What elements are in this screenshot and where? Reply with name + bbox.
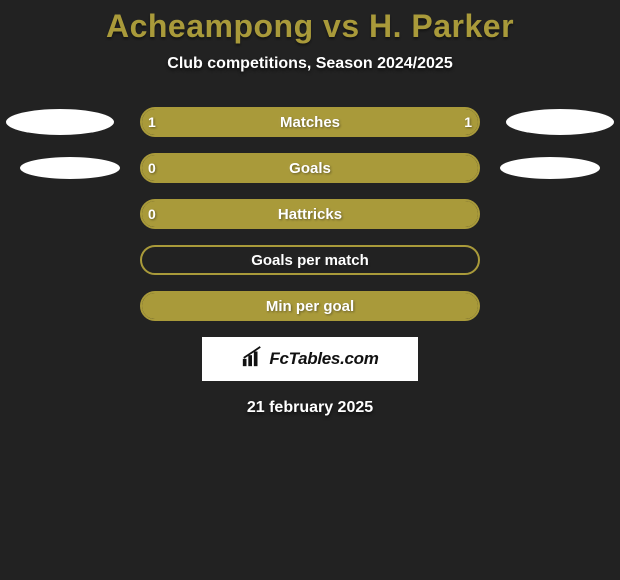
bar-track: Hattricks: [140, 199, 480, 229]
player-right-marker: [506, 109, 614, 135]
bar-fill: [142, 109, 478, 135]
bar-fill: [142, 201, 478, 227]
value-left: 0: [148, 153, 156, 183]
value-left: 1: [148, 107, 156, 137]
bar-label: Goals per match: [142, 247, 478, 273]
stat-row-goals: Goals 0: [0, 153, 620, 183]
brand-text: FcTables.com: [269, 349, 378, 369]
bar-track: Goals: [140, 153, 480, 183]
value-left: 0: [148, 199, 156, 229]
comparison-card: Acheampong vs H. Parker Club competition…: [0, 8, 620, 580]
page-subtitle: Club competitions, Season 2024/2025: [0, 55, 620, 73]
bar-track: Matches: [140, 107, 480, 137]
stat-row-matches: Matches 1 1: [0, 107, 620, 137]
bar-track: Min per goal: [140, 291, 480, 321]
bar-track: Goals per match: [140, 245, 480, 275]
stat-row-min-per-goal: Min per goal: [0, 291, 620, 321]
bars-icon: [241, 346, 263, 373]
player-right-marker: [500, 157, 600, 179]
player-left-marker: [6, 109, 114, 135]
bar-fill: [142, 155, 478, 181]
stat-row-goals-per-match: Goals per match: [0, 245, 620, 275]
value-right: 1: [464, 107, 472, 137]
comparison-rows: Matches 1 1 Goals 0 Hattricks 0: [0, 107, 620, 321]
brand-badge: FcTables.com: [202, 337, 418, 381]
date-text: 21 february 2025: [0, 399, 620, 417]
player-left-marker: [20, 157, 120, 179]
page-title: Acheampong vs H. Parker: [0, 8, 620, 45]
bar-fill: [142, 293, 478, 319]
stat-row-hattricks: Hattricks 0: [0, 199, 620, 229]
